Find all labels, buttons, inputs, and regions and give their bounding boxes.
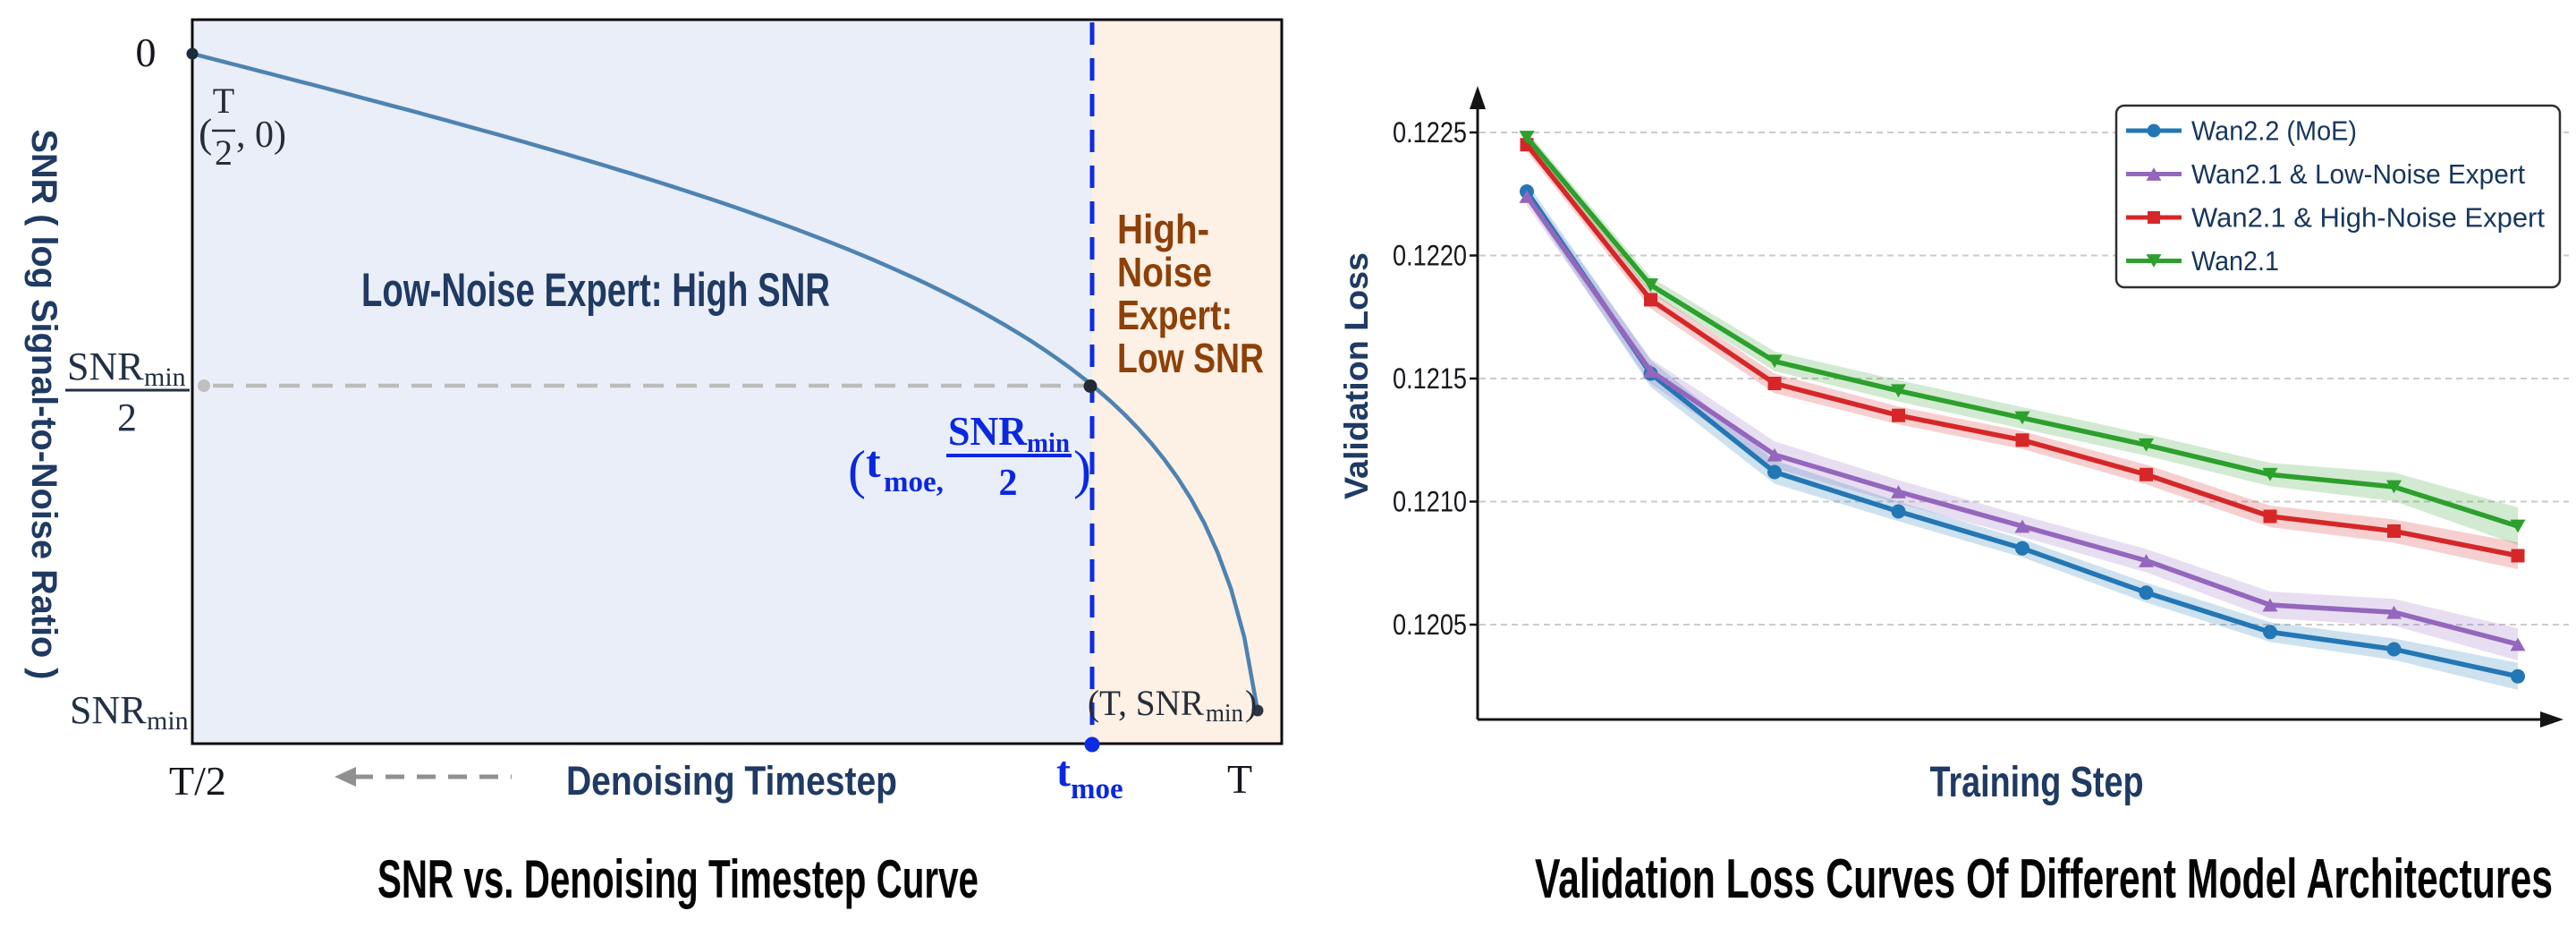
svg-text:min: min (1027, 427, 1070, 458)
svg-text:0.1205: 0.1205 (1393, 609, 1467, 641)
svg-text:SNR: SNR (948, 408, 1028, 454)
svg-text:0.1215: 0.1215 (1393, 362, 1467, 395)
svg-text:SNR: SNR (67, 345, 144, 388)
svg-text:2: 2 (999, 463, 1018, 504)
svg-text:2: 2 (117, 396, 137, 439)
svg-text:Wan2.1 & Low-Noise Expert: Wan2.1 & Low-Noise Expert (2191, 158, 2525, 190)
svg-text:t: t (866, 437, 881, 487)
svg-text:0.1220: 0.1220 (1393, 240, 1467, 272)
svg-text:min: min (144, 362, 186, 392)
svg-text:Validation Loss: Validation Loss (1338, 252, 1375, 499)
svg-text:0.1225: 0.1225 (1393, 116, 1467, 149)
svg-text:T/2: T/2 (169, 758, 226, 804)
svg-text:t: t (1056, 748, 1071, 796)
svg-text:Training Step: Training Step (1930, 759, 2144, 806)
svg-text:T: T (1227, 756, 1252, 802)
svg-text:Wan2.1: Wan2.1 (2191, 245, 2279, 277)
svg-text:Validation Loss Curves Of Diff: Validation Loss Curves Of Different Mode… (1535, 848, 2553, 910)
svg-text:SNR ( log Signal-to-Noise Rati: SNR ( log Signal-to-Noise Ratio ) (24, 130, 64, 680)
svg-text:2: 2 (215, 132, 233, 173)
svg-text:, 0): , 0) (236, 115, 286, 156)
svg-text:SNR vs. Denoising Timestep Cur: SNR vs. Denoising Timestep Curve (377, 849, 979, 909)
svg-text:(: ( (199, 110, 212, 156)
svg-text:Low-Noise Expert: High SNR: Low-Noise Expert: High SNR (361, 264, 830, 317)
svg-text:High-: High- (1117, 206, 1209, 252)
svg-text:Wan2.1 & High-Noise Expert: Wan2.1 & High-Noise Expert (2191, 202, 2545, 234)
svg-text:moe,: moe, (884, 466, 944, 498)
svg-text:Expert:: Expert: (1117, 292, 1233, 338)
svg-text:Wan2.2 (MoE): Wan2.2 (MoE) (2191, 115, 2357, 147)
svg-text:Low SNR: Low SNR (1117, 335, 1264, 381)
svg-text:min: min (1206, 700, 1243, 728)
svg-text:Denoising Timestep: Denoising Timestep (566, 758, 897, 804)
svg-text:0: 0 (136, 30, 157, 75)
svg-text:min: min (147, 706, 189, 736)
svg-text:T: T (213, 81, 234, 121)
svg-text:SNR: SNR (70, 688, 147, 732)
svg-text:0.1210: 0.1210 (1393, 486, 1467, 518)
svg-text:Noise: Noise (1117, 249, 1212, 295)
svg-text:): ) (1245, 683, 1257, 723)
svg-text:): ) (1073, 440, 1091, 499)
svg-text:(: ( (848, 440, 866, 499)
svg-text:(T, SNR: (T, SNR (1088, 683, 1204, 723)
svg-text:moe: moe (1071, 773, 1123, 805)
